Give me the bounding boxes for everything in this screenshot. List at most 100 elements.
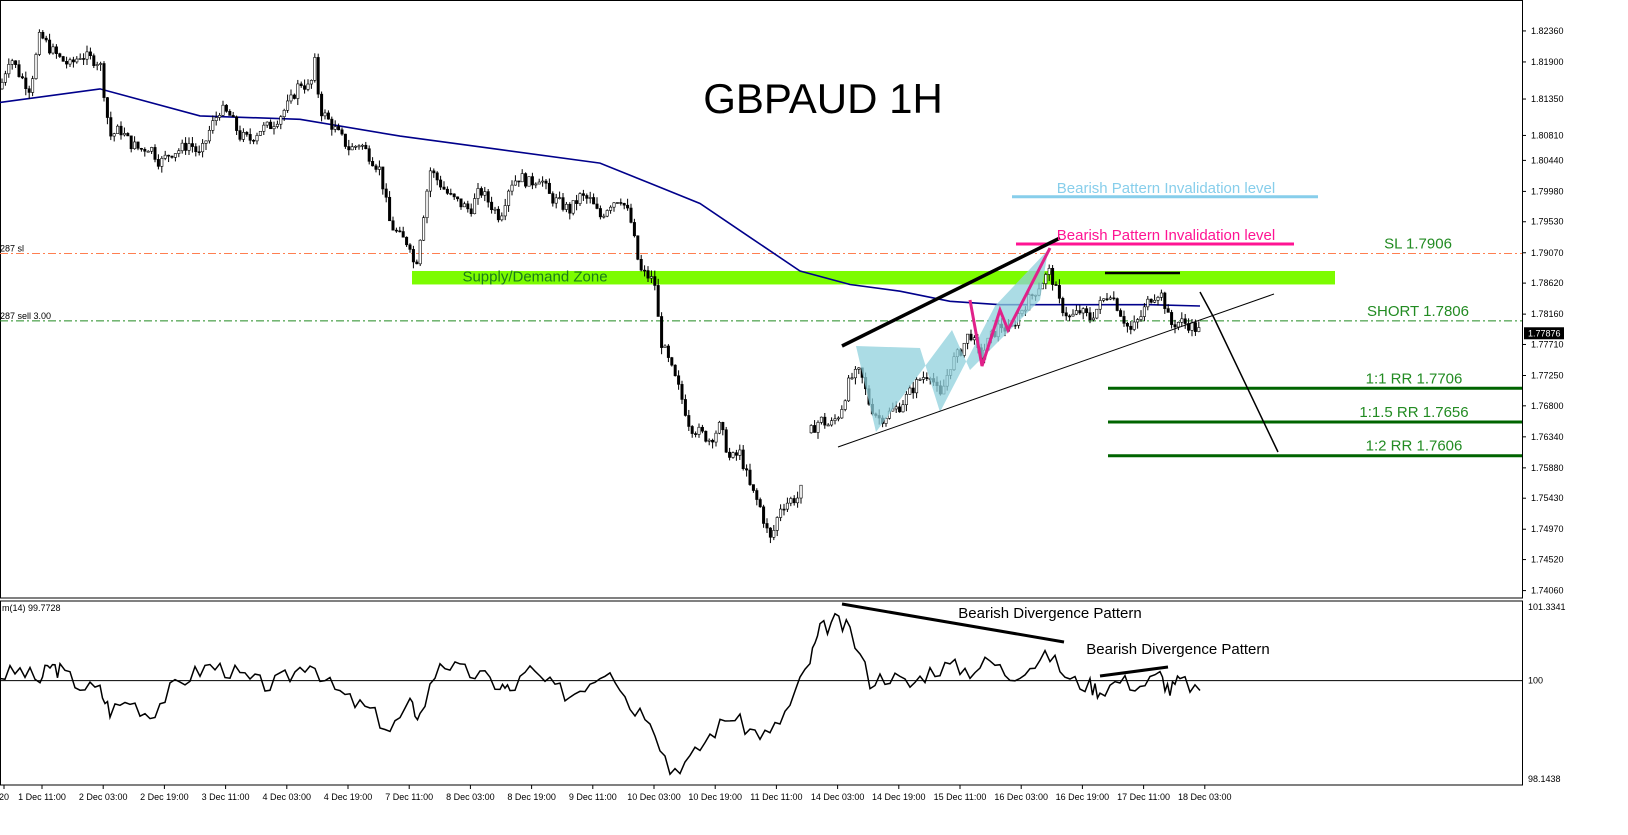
y-tick-label: 1.82360 [1531, 26, 1564, 36]
candle-body [605, 210, 609, 217]
candle-body [428, 170, 432, 192]
candle-body [309, 80, 313, 85]
candle-body [571, 200, 575, 214]
candle-body [459, 198, 463, 208]
candle-body [1170, 312, 1174, 325]
candle-body [350, 146, 354, 151]
indicator-label: m(14) 99.7728 [2, 603, 61, 613]
x-tick-label: 9 Dec 11:00 [569, 792, 617, 802]
candle-body [1102, 298, 1106, 301]
candle-body [180, 142, 184, 152]
zone-label: Supply/Demand Zone [462, 268, 607, 285]
candle-body [343, 133, 347, 147]
candle-body [3, 73, 7, 83]
candle-body [721, 422, 725, 431]
candle-body [585, 195, 589, 199]
candle-body [7, 64, 11, 75]
candle-body [432, 170, 436, 174]
candle-body [337, 126, 341, 131]
candle-body [724, 429, 728, 453]
candle-body [843, 400, 847, 410]
candle-body [1098, 300, 1102, 310]
candle-body [1173, 324, 1177, 328]
level-label: 1:1.5 RR 1.7656 [1359, 404, 1468, 421]
candle-body [1153, 299, 1157, 303]
candle-body [44, 37, 48, 41]
candle-body [700, 426, 704, 432]
candle-body [320, 93, 324, 117]
candle-body [782, 508, 786, 511]
x-tick-label: 18 Dec 03:00 [1178, 792, 1232, 802]
candle-body [248, 134, 252, 141]
indicator-y-tick-label: 98.1438 [1528, 774, 1561, 784]
candle-body [289, 94, 293, 102]
candle-body [901, 404, 905, 413]
candle-body [680, 384, 684, 400]
candle-body [789, 498, 793, 504]
x-tick-label: 14 Dec 19:00 [872, 792, 926, 802]
candle-body [1091, 317, 1095, 321]
candle-body [915, 379, 919, 394]
x-tick-label: 16 Dec 19:00 [1056, 792, 1110, 802]
candle-body [847, 377, 851, 402]
candle-body [598, 208, 602, 218]
candle-body [493, 208, 497, 211]
candle-body [398, 230, 402, 233]
candle-body [547, 182, 551, 194]
candle-body [490, 201, 494, 211]
candle-body [231, 115, 235, 118]
candle-body [197, 151, 201, 154]
indicator-y-tick-label: 101.3341 [1528, 602, 1566, 612]
candle-body [830, 420, 834, 426]
x-tick-label: 15 Dec 11:00 [934, 792, 987, 802]
candle-body [194, 146, 198, 153]
x-tick-label: 10 Dec 03:00 [627, 792, 681, 802]
candle-body [779, 508, 783, 518]
candle-body [561, 197, 565, 210]
candle-body [272, 126, 276, 130]
candle-body [755, 490, 759, 500]
y-tick-label: 1.75880 [1531, 463, 1564, 473]
candle-body [813, 425, 817, 433]
candle-body [663, 345, 667, 348]
candle-body [670, 357, 674, 366]
candle-body [751, 484, 755, 491]
level-label: Bearish Pattern Invalidation level [1057, 227, 1275, 244]
candle-body [717, 422, 721, 434]
divergence-label-2: Bearish Divergence Pattern [1086, 641, 1269, 658]
candle-body [442, 186, 446, 190]
candle-body [904, 394, 908, 406]
x-tick-label: 7 Dec 11:00 [385, 792, 433, 802]
candle-body [415, 261, 419, 265]
candle-body [61, 56, 65, 62]
candle-body [694, 433, 698, 435]
y-tick-label: 1.75430 [1531, 493, 1564, 503]
candle-body [78, 58, 82, 60]
candle-body [201, 143, 205, 153]
candle-body [170, 155, 174, 158]
candle-body [150, 147, 154, 152]
candle-body [384, 188, 388, 198]
candle-body [1139, 316, 1143, 320]
level-label: Bearish Pattern Invalidation level [1057, 180, 1275, 197]
candle-body [449, 193, 453, 195]
candle-body [1132, 321, 1136, 330]
candle-body [473, 198, 477, 215]
candle-body [632, 222, 636, 237]
candle-body [1159, 292, 1163, 298]
candle-body [116, 125, 120, 134]
candle-body [1115, 298, 1119, 311]
candle-body [972, 337, 976, 341]
indicator-y-tick-label: 100 [1528, 676, 1543, 686]
candle-body [496, 208, 500, 221]
candle-body [1193, 322, 1197, 332]
candle-body [207, 130, 211, 142]
candle-body [925, 377, 929, 379]
candle-body [643, 269, 647, 272]
candle-body [527, 176, 531, 187]
candle-body [619, 202, 623, 204]
candle-body [826, 424, 830, 427]
candle-body [405, 236, 409, 246]
candle-body [241, 132, 245, 140]
bat-pattern-shape [856, 250, 1048, 432]
